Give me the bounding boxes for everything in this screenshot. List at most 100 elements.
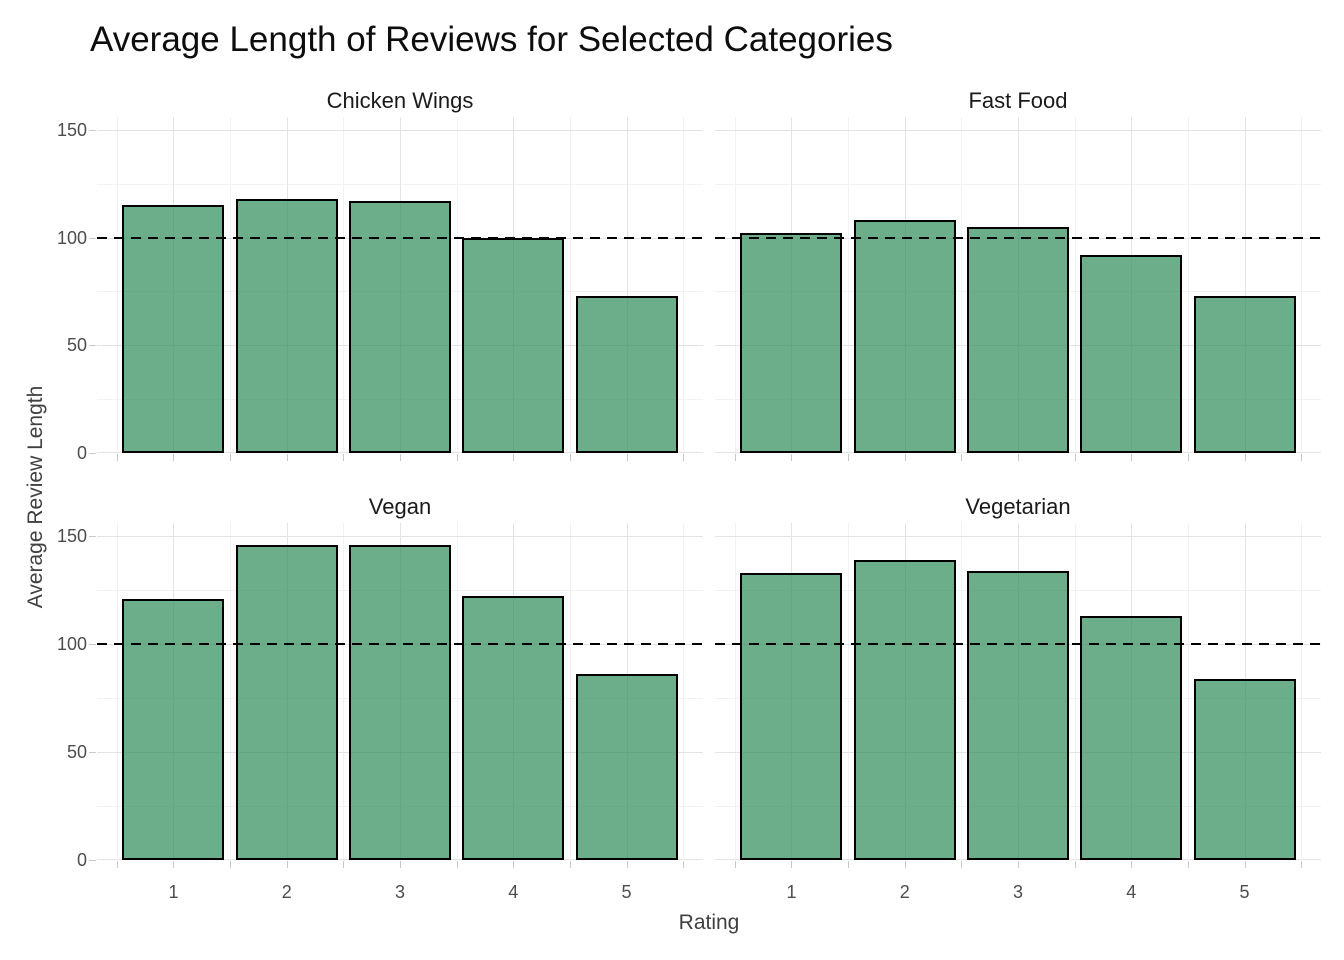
reference-line [97,642,703,645]
x-axis-tick [734,454,736,461]
gridline-x-major [1244,117,1246,453]
x-axis-tick [400,861,401,868]
y-axis-title: Average Review Length [24,385,47,609]
bar [1080,615,1183,860]
gridline-x-minor [848,117,850,453]
gridline-x-major [626,117,628,453]
x-axis-tick [513,861,515,868]
x-axis-tick [1018,454,1019,461]
x-axis-tick [904,454,906,461]
y-tick-label: 50 [66,741,87,762]
y-axis-tick [89,237,96,239]
facet-panel [97,523,703,860]
gridline-x-minor [1187,523,1189,860]
gridline-x-minor [734,523,736,860]
y-axis-tick [89,345,96,347]
x-tick-label: 3 [394,882,405,902]
bar [575,674,678,860]
x-axis-tick [286,861,288,868]
bar [853,220,956,453]
x-axis-tick [230,861,232,868]
x-axis-tick [1074,454,1076,461]
reference-line [97,236,703,239]
x-axis-tick [116,454,118,461]
x-tick-label: 4 [1126,882,1137,902]
gridline-x-minor [230,523,232,860]
x-tick-label: 1 [786,882,797,902]
x-axis-tick [343,454,345,461]
x-axis-tick [1131,861,1133,868]
y-axis-tick [89,535,96,537]
x-axis-tick [848,861,850,868]
plot-title: Average Length of Reviews for Selected C… [90,20,893,59]
bar [1193,678,1296,860]
bar [122,598,225,860]
x-axis-tick [1301,454,1303,461]
x-axis-tick [848,454,850,461]
gridline-x-minor [456,117,458,453]
x-axis-tick [1131,454,1133,461]
facet-panel [715,523,1321,860]
bar [575,295,678,453]
y-tick-label: 0 [76,443,87,463]
bar [235,544,338,860]
gridline-x-minor [961,523,963,860]
bar [462,596,565,860]
x-axis-tick [400,454,401,461]
gridline-x-minor [734,117,736,453]
x-axis-tick [961,454,963,461]
gridline-x-minor [569,523,571,860]
y-tick-label: 150 [56,119,87,140]
y-tick-label: 100 [56,633,87,654]
bar [122,205,225,453]
bar [967,226,1069,453]
gridline-x-minor [230,117,232,453]
x-axis-tick [683,861,685,868]
gridline-x-minor [683,523,685,860]
x-axis-tick [1187,454,1189,461]
x-tick-label: 2 [281,882,292,902]
x-axis-tick [1074,861,1076,868]
gridline-x-minor [456,523,458,860]
y-tick-label: 50 [66,335,87,356]
facet-title: Chicken Wings [326,88,474,113]
reference-line [715,642,1321,645]
x-axis-tick [173,454,175,461]
gridline-x-minor [848,523,850,860]
gridline-x-minor [1301,117,1303,453]
x-axis-tick [343,861,345,868]
gridline-x-minor [1187,117,1189,453]
gridline-x-minor [1074,117,1076,453]
x-axis-tick [734,861,736,868]
y-axis-tick [89,453,96,454]
x-axis-tick [173,861,175,868]
x-axis-tick [286,454,288,461]
bar [1080,254,1183,453]
gridline-x-minor [961,117,963,453]
y-tick-label: 100 [56,227,87,248]
x-axis-tick [1244,861,1246,868]
x-axis-title: Rating [678,911,740,934]
x-axis-tick [456,454,458,461]
y-axis-tick [89,643,96,645]
bar [462,237,565,453]
facet-panel [97,117,703,453]
x-axis-tick [904,861,906,868]
x-axis-tick [626,861,628,868]
facet-title: Vegan [368,494,432,519]
x-axis-tick [626,454,628,461]
y-axis-tick [89,129,96,131]
x-axis-tick [456,861,458,868]
gridline-x-minor [1074,523,1076,860]
facet-title: Fast Food [968,88,1068,113]
reference-line [715,236,1321,239]
x-axis-tick [230,454,232,461]
x-axis-tick [116,861,118,868]
x-tick-label: 2 [899,882,910,902]
x-tick-label: 5 [1239,882,1250,902]
gridline-x-minor [343,523,345,860]
y-tick-label: 0 [76,850,87,870]
x-axis-tick [569,454,571,461]
bar [740,233,843,453]
x-tick-label: 1 [168,882,179,902]
